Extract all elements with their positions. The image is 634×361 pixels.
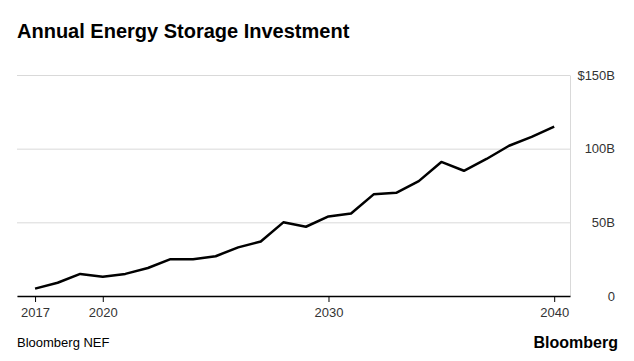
x-axis-line — [18, 296, 571, 298]
y-tick: 100B — [17, 141, 615, 156]
plot-area — [35, 127, 554, 289]
y-tick-label: 0 — [608, 289, 615, 304]
line — [35, 127, 554, 289]
x-tick-mark — [554, 296, 555, 302]
x-tick-mark — [35, 296, 36, 302]
x-tick-label: 2040 — [540, 305, 569, 320]
x-axis: 2017 2020 2030 2040 — [18, 296, 571, 320]
grid-line — [17, 149, 570, 150]
x-tick: 2040 — [540, 296, 569, 320]
title: Annual Energy Storage Investment — [17, 20, 350, 42]
x-tick-mark — [103, 296, 104, 302]
credit: Bloomberg — [534, 334, 618, 351]
x-tick-label: 2030 — [315, 305, 344, 320]
x-tick: 2020 — [89, 296, 118, 320]
x-tick: 2030 — [315, 296, 344, 320]
grid-line — [17, 296, 570, 297]
grid-line — [17, 75, 570, 76]
y-tick-label: 50B — [592, 215, 615, 230]
y-tick: 0 — [17, 289, 615, 304]
y-tick-label: 100B — [585, 141, 615, 156]
y-axis: 0 50B 100B $150B — [17, 68, 615, 304]
x-tick-label: 2017 — [21, 305, 50, 320]
x-tick-mark — [328, 296, 329, 302]
x-tick: 2017 — [21, 296, 50, 320]
y-tick-label: $150B — [577, 68, 615, 83]
y-axis-line — [570, 76, 571, 297]
y-tick: $150B — [17, 68, 615, 83]
source: Bloomberg NEF — [17, 335, 110, 350]
chart: Annual Energy Storage Investment 0 50B 100B… — [0, 0, 634, 361]
x-tick-label: 2020 — [89, 305, 118, 320]
